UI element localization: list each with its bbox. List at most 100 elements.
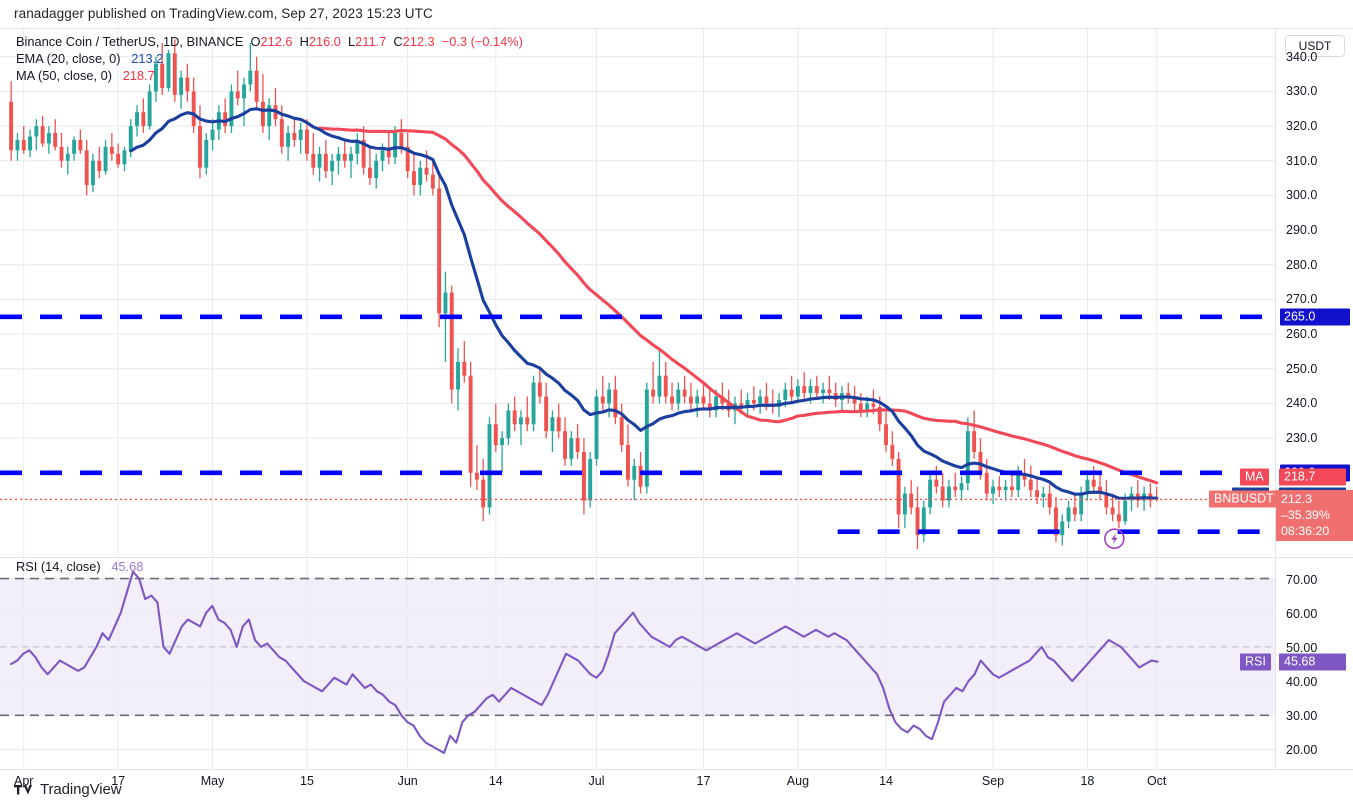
- candle-body: [248, 70, 253, 85]
- candle-body: [1091, 479, 1096, 487]
- candle-body: [519, 417, 523, 425]
- price-tick-label: 260.0: [1286, 327, 1318, 342]
- candle-body: [714, 396, 719, 411]
- price-pane[interactable]: [0, 29, 1275, 556]
- candle-body: [198, 126, 202, 168]
- price-tick-label: 300.0: [1286, 188, 1318, 203]
- candle-body: [141, 112, 146, 127]
- candle-body: [1054, 507, 1058, 536]
- candle-body: [821, 389, 826, 394]
- candle-body: [1016, 472, 1021, 491]
- candle-body: [1116, 514, 1121, 522]
- candle-body: [355, 139, 360, 154]
- price-tick-label: 280.0: [1286, 257, 1318, 272]
- candle-body: [128, 126, 133, 151]
- candle-body: [254, 70, 259, 102]
- tradingview-logo: TradingView: [14, 781, 122, 798]
- rsi-tick-label: 40.00: [1286, 675, 1318, 690]
- rsi-tick-label: 20.00: [1286, 743, 1318, 758]
- candle-body: [1035, 490, 1040, 498]
- candle-body: [418, 167, 423, 186]
- ma-tag-label[interactable]: MA: [1240, 468, 1269, 486]
- candle-body: [556, 417, 561, 432]
- rsi-legend-value: 45.68: [111, 559, 144, 574]
- candle-body: [330, 160, 335, 172]
- quote-price-value: 212.3: [1281, 492, 1313, 507]
- candle-body: [260, 101, 265, 127]
- candle-body: [1060, 521, 1065, 536]
- candle-body: [959, 483, 964, 491]
- candle-body: [72, 139, 77, 154]
- time-tick-label: 17: [111, 774, 126, 788]
- rsi-pane[interactable]: [0, 557, 1275, 770]
- price-tick-label: 270.0: [1286, 292, 1318, 307]
- rsi-chart-svg: [0, 558, 1275, 770]
- candle-body: [695, 396, 700, 404]
- candle-body: [430, 174, 435, 189]
- candle-body: [53, 133, 58, 147]
- candle-body: [947, 486, 951, 501]
- candle-body: [651, 389, 656, 397]
- candle-body: [367, 167, 372, 179]
- rsi-value-badge[interactable]: 45.68: [1279, 653, 1346, 671]
- candle-body: [940, 486, 945, 501]
- time-axis[interactable]: Apr 17 May 15 Jun 14 Jul 17 Aug 14 Sep 18 Oct: [0, 770, 1353, 796]
- candle-body: [581, 451, 586, 501]
- quote-change-value: ‒35.39%: [1281, 508, 1330, 523]
- candle-body: [97, 160, 102, 172]
- quote-price-block[interactable]: 212.3 ‒35.39% 08:36:20: [1276, 490, 1353, 542]
- candle-body: [279, 119, 284, 147]
- candle-body: [474, 472, 479, 480]
- candle-body: [424, 167, 429, 175]
- candle-body: [745, 399, 750, 407]
- price-tick-label: 230.0: [1286, 431, 1318, 446]
- chart-frame: USDT 340.0 330.0 320.0 310.0 300.0 290.0 280.0…: [0, 28, 1353, 770]
- candle-body: [374, 160, 379, 179]
- ma-value-badge[interactable]: 218.7: [1279, 468, 1346, 486]
- candle-body: [59, 146, 64, 161]
- currency-chip[interactable]: USDT: [1285, 35, 1345, 57]
- candle-body: [1079, 493, 1084, 515]
- candle-body: [487, 424, 492, 508]
- candle-body: [751, 399, 756, 404]
- candle-body: [21, 139, 26, 151]
- symbol-tag-label[interactable]: BNBUSDT: [1209, 490, 1279, 508]
- candle-body: [78, 139, 83, 151]
- candle-body: [386, 150, 391, 158]
- time-tick-label: Jun: [397, 774, 418, 788]
- candle-body: [342, 153, 347, 161]
- candle-body: [361, 139, 366, 168]
- candle-body: [575, 438, 580, 452]
- candle-body: [46, 133, 51, 144]
- time-tick-label: Aug: [786, 774, 810, 788]
- price-tick-label: 290.0: [1286, 223, 1318, 238]
- candle-body: [544, 396, 549, 432]
- candle-body: [28, 136, 32, 151]
- candle-body: [1047, 493, 1052, 508]
- candle-body: [1098, 486, 1102, 494]
- candle-body: [953, 486, 958, 491]
- rsi-tag-label[interactable]: RSI: [1240, 653, 1271, 671]
- candle-body: [456, 361, 460, 390]
- candle-body: [1110, 507, 1115, 515]
- candle-body: [15, 139, 20, 151]
- candle-body: [135, 112, 139, 127]
- tradingview-mark-icon: [14, 784, 33, 794]
- candle-body: [91, 160, 95, 186]
- candle-body: [323, 153, 328, 172]
- candle-body: [795, 386, 800, 397]
- candle-body: [663, 375, 668, 397]
- candle-body: [644, 389, 649, 487]
- candle-body: [657, 375, 662, 397]
- candle-body: [707, 403, 712, 411]
- rsi-axis[interactable]: 70.00 60.00 50.00 40.00 30.00 20.00: [1275, 557, 1353, 770]
- candle-body: [286, 133, 291, 147]
- candle-body: [412, 171, 416, 186]
- lightning-bolt-icon[interactable]: [1104, 528, 1125, 549]
- candle-body: [500, 438, 505, 446]
- candle-body: [670, 396, 674, 404]
- candle-body: [191, 91, 196, 127]
- price-level-badge[interactable]: 265.0: [1280, 308, 1350, 326]
- candle-body: [1123, 500, 1128, 522]
- candle-body: [393, 133, 398, 158]
